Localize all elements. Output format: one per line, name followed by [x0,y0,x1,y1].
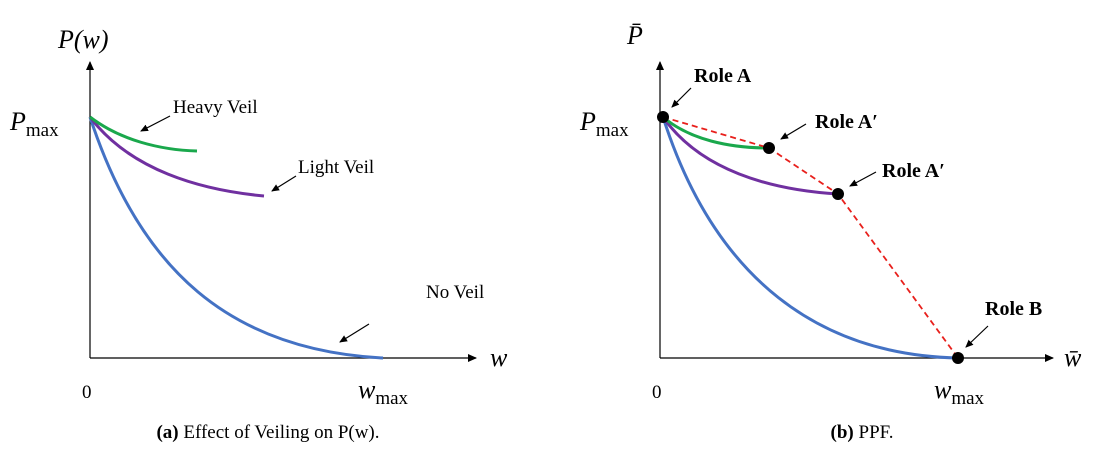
light-veil-curve [661,116,839,196]
pointer-arrow [140,115,171,132]
origin-label: 0 [82,382,92,403]
x-axis-label: w [490,343,508,372]
x-max-label: wmax [934,375,985,409]
point-label: Role A′ [882,160,945,182]
y-axis-label: P(w) [57,25,109,54]
y-axis-label: P̄ [626,21,643,50]
origin-label: 0 [652,382,662,403]
curve-label: Heavy Veil [173,97,258,118]
y-max-label: Pmax [579,107,629,141]
role-point [763,142,775,154]
point-label: Role B [985,298,1042,320]
pointer-arrow [965,325,989,348]
point-label: Role A′ [815,111,878,133]
pointer-arrow [339,323,370,343]
pointer-arrow [671,87,692,108]
heavy-veil-curve [662,115,770,150]
role-point [832,188,844,200]
point-label: Role A [694,65,752,87]
pointer-arrow [780,123,807,140]
pointer-arrow [271,175,297,192]
x-max-label: wmax [358,375,409,409]
heavy-veil-curve [89,115,198,153]
caption: (a) Effect of Veiling on P(w). [156,422,379,443]
curve-label: Light Veil [298,157,374,178]
light-veil-curve [88,116,265,198]
no-veil-curve [88,116,384,360]
caption: (b) PPF. [831,422,894,443]
panel-b: P̄ w̄ Pmax 0 wmax Role A Role A′ Role A′… [579,21,1082,443]
x-axis-label: w̄ [1064,343,1082,372]
curve-label: No Veil [426,282,484,303]
role-point [657,111,669,123]
pointer-arrow [849,171,877,187]
role-point [952,352,964,364]
y-max-label: Pmax [9,107,59,141]
ppf-frontier [662,116,959,359]
panel-a: P(w) w Pmax 0 wmax Heavy Veil Light Veil… [9,25,508,443]
no-veil-curve [661,116,959,360]
